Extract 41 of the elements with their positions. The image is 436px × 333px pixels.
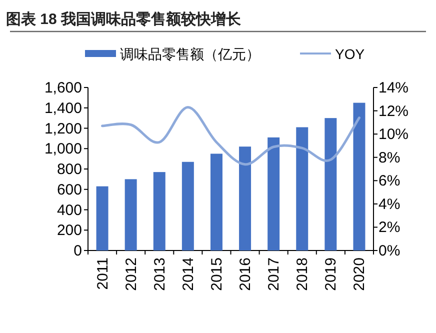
y-tick-label: 600 <box>56 181 82 198</box>
y2-tick-label: 0% <box>378 242 400 260</box>
y2-tick-label: 4% <box>378 196 400 213</box>
bar <box>96 186 108 250</box>
bar <box>268 137 280 250</box>
y2-tick-label: 8% <box>378 149 400 166</box>
bar <box>153 172 166 250</box>
y2-tick-label: 10% <box>378 126 409 144</box>
y-tick-label: 0 <box>74 242 82 260</box>
x-tick-label: 2012 <box>122 258 140 291</box>
x-tick-label: 2013 <box>151 258 168 291</box>
y2-tick-label: 12% <box>378 102 409 120</box>
bar <box>353 102 366 250</box>
legend-label: 调味品零售额（亿元） <box>120 46 260 62</box>
x-tick-label: 2016 <box>237 258 254 291</box>
bar <box>324 118 337 250</box>
y-tick-label: 1,200 <box>44 120 82 138</box>
x-tick-label: 2015 <box>208 258 226 291</box>
y-tick-label: 800 <box>56 161 82 178</box>
legend-label: YOY <box>335 46 366 62</box>
y-tick-label: 200 <box>56 222 82 240</box>
y-tick-label: 400 <box>56 202 82 219</box>
y-tick-label: 1,000 <box>44 140 82 158</box>
x-tick-label: 2011 <box>94 258 112 290</box>
line-series <box>101 106 360 166</box>
y-tick-label: 1,400 <box>44 100 82 117</box>
y2-tick-label: 14% <box>378 80 409 96</box>
bar <box>210 154 222 250</box>
bar <box>124 179 137 250</box>
bar <box>182 162 194 250</box>
bar <box>296 127 308 250</box>
y2-tick-label: 2% <box>378 219 400 236</box>
y2-tick-label: 6% <box>378 172 400 190</box>
x-tick-label: 2020 <box>351 258 368 291</box>
bar <box>239 146 252 250</box>
x-tick-label: 2019 <box>322 258 340 291</box>
y-tick-label: 1,600 <box>44 80 82 96</box>
x-tick-label: 2014 <box>180 258 197 291</box>
x-tick-label: 2017 <box>266 258 283 291</box>
chart-title: 图表 18 我国调味品零售额较快增长 <box>6 10 242 28</box>
x-tick-label: 2018 <box>294 258 312 291</box>
